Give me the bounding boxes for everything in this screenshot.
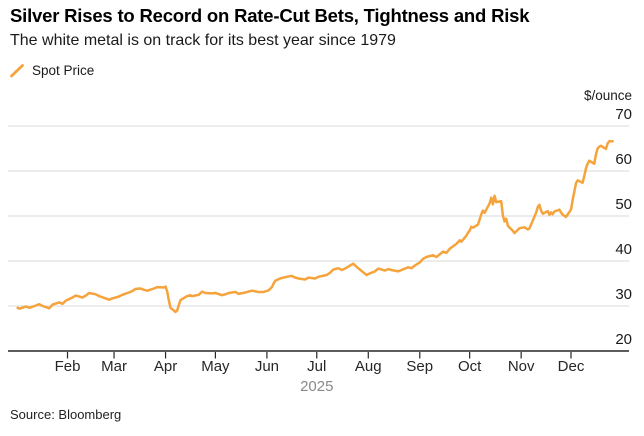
- x-tick-label-Apr: Apr: [153, 358, 178, 375]
- chart-title: Silver Rises to Record on Rate-Cut Bets,…: [10, 5, 530, 26]
- x-tick-label-Aug: Aug: [354, 358, 382, 375]
- x-axis-year-label: 2025: [300, 378, 334, 395]
- x-tick-label-Jun: Jun: [254, 358, 279, 375]
- legend: Spot Price: [10, 62, 94, 78]
- spot-price-line-swatch-icon: [10, 63, 24, 77]
- y-tick-label-30: 30: [615, 286, 632, 303]
- x-tick-label-Oct: Oct: [457, 358, 482, 375]
- y-tick-label-50: 50: [615, 196, 632, 213]
- y-tick-label-20: 20: [615, 331, 632, 348]
- y-tick-label-60: 60: [615, 151, 632, 168]
- legend-label-spot-price: Spot Price: [32, 62, 95, 78]
- x-tick-label-Mar: Mar: [101, 358, 127, 375]
- y-axis-unit-label: $/ounce: [583, 88, 632, 103]
- spot-price-line: [16, 140, 614, 314]
- x-tick-label-May: May: [201, 358, 230, 375]
- source-attribution: Source: Bloomberg: [10, 407, 122, 422]
- y-tick-label-70: 70: [615, 106, 632, 123]
- x-tick-label-Jul: Jul: [307, 358, 327, 375]
- y-tick-label-40: 40: [615, 241, 632, 258]
- x-tick-label-Nov: Nov: [507, 358, 535, 375]
- x-tick-label-Dec: Dec: [557, 358, 585, 375]
- x-tick-label-Feb: Feb: [54, 358, 81, 375]
- chart-subtitle: The white metal is on track for its best…: [10, 32, 396, 49]
- x-tick-label-Sep: Sep: [406, 358, 434, 375]
